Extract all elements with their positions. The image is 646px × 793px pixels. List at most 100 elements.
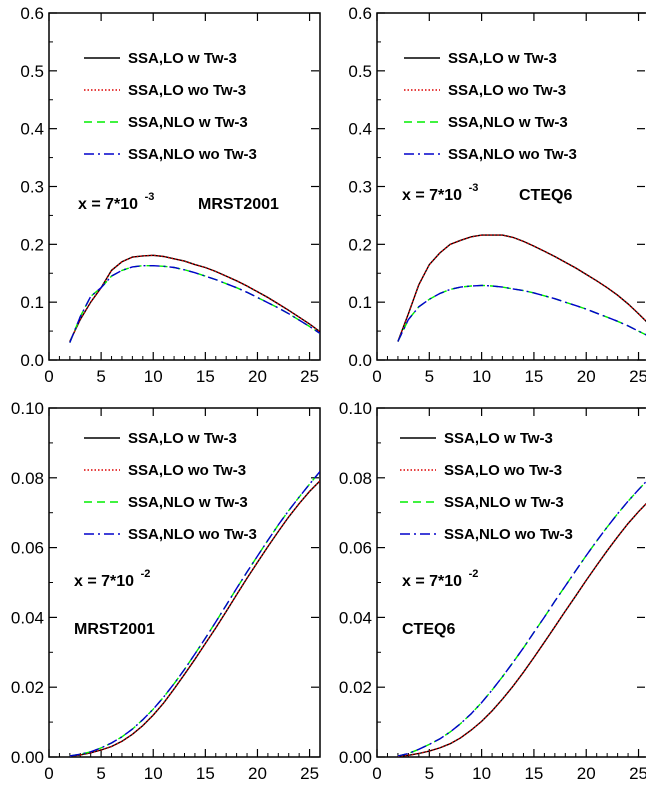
series-line-2: [397, 234, 646, 342]
x-tick-label: 10: [472, 764, 491, 783]
y-tick-label: 0.06: [11, 539, 44, 558]
pdf-set-label: MRST2001: [198, 196, 279, 213]
series-group: [397, 234, 646, 342]
series-line-1: [69, 480, 320, 757]
chart-panel-2: 0.0 0.1 0.2 0.3 0.4 0.5 0.6 0 5 10 15 20 25 SSA,LO w …: [348, 4, 646, 386]
legend-label: SSA,NLO wo Tw-3: [448, 146, 577, 163]
y-tick-label: 0.4: [20, 120, 44, 139]
series-line-1: [397, 234, 646, 342]
x-tick-label: 0: [372, 764, 381, 783]
legend-label: SSA,LO w Tw-3: [448, 50, 557, 67]
y-tick-label: 0.1: [20, 293, 44, 312]
y-tick-label: 0.10: [11, 399, 44, 418]
y-tick-label: 0.2: [20, 235, 44, 254]
legend-label: SSA,NLO w Tw-3: [128, 494, 248, 511]
x-tick-label: 5: [425, 764, 434, 783]
series-line-3: [69, 471, 320, 757]
series-line-4: [397, 480, 646, 757]
x-value-annotation: x = 7*10: [402, 187, 462, 204]
x-value-annotation: x = 7*10: [78, 196, 138, 213]
y-tick-label: 0.3: [348, 178, 372, 197]
x-tick-label: 15: [524, 367, 543, 386]
chart-panel-4: 0.00 0.02 0.04 0.06 0.08 0.10 0 5 10 15 20 25 SSA,LO…: [339, 399, 646, 783]
legend-label: SSA,LO w Tw-3: [128, 430, 237, 447]
legend-label: SSA,LO w Tw-3: [128, 50, 237, 67]
y-tick-label: 0.10: [339, 399, 372, 418]
y-tick-label: 0.6: [348, 4, 372, 23]
x-tick-label: 25: [300, 367, 319, 386]
series-line-3: [397, 480, 646, 757]
x-value-annotation: x = 7*10: [402, 573, 462, 590]
x-tick-label: 5: [425, 367, 434, 386]
chart-panel-1: 0.0 0.1 0.2 0.3 0.4 0.5 0.6 0 5 10 15 20 25 SSA,LO w …: [20, 4, 321, 386]
series-line-2: [69, 480, 320, 757]
series-line-2: [397, 502, 646, 757]
y-tick-label: 0.08: [11, 469, 44, 488]
legend-label: SSA,NLO w Tw-3: [448, 114, 568, 131]
legend-label: SSA,LO wo Tw-3: [128, 82, 246, 99]
y-tick-label: 0.4: [348, 120, 372, 139]
x-tick-label: 0: [44, 764, 53, 783]
x-tick-label: 15: [196, 367, 215, 386]
x-tick-label: 10: [472, 367, 491, 386]
series-line-4: [69, 471, 320, 757]
legend-label: SSA,NLO w Tw-3: [128, 114, 248, 131]
series-group: [397, 480, 646, 757]
x-tick-label: 25: [629, 764, 646, 783]
y-tick-label: 0.0: [20, 351, 44, 370]
y-tick-label: 0.00: [339, 748, 372, 767]
series-group: [69, 254, 320, 343]
x-tick-label: 20: [577, 367, 596, 386]
y-tick-label: 0.00: [11, 748, 44, 767]
y-tick-label: 0.08: [339, 469, 372, 488]
x-value-annotation: x = 7*10: [74, 573, 134, 590]
legend-label: SSA,LO wo Tw-3: [448, 82, 566, 99]
x-tick-label: 20: [248, 764, 267, 783]
y-tick-label: 0.5: [20, 62, 44, 81]
x-tick-label: 5: [96, 764, 105, 783]
legend-label: SSA,NLO wo Tw-3: [128, 146, 257, 163]
x-tick-label: 10: [144, 764, 163, 783]
y-tick-label: 0.04: [339, 608, 372, 627]
legend-label: SSA,LO wo Tw-3: [444, 462, 562, 479]
series-line-4: [397, 284, 646, 342]
series-line-3: [69, 265, 320, 343]
y-tick-label: 0.2: [348, 235, 372, 254]
x-tick-label: 0: [44, 367, 53, 386]
legend-label: SSA,LO wo Tw-3: [128, 462, 246, 479]
pdf-set-label: MRST2001: [74, 621, 155, 638]
x-tick-label: 15: [524, 764, 543, 783]
legend-label: SSA,NLO wo Tw-3: [444, 526, 573, 543]
legend-label: SSA,LO w Tw-3: [444, 430, 553, 447]
series-line-4: [69, 265, 320, 343]
pdf-set-label: CTEQ6: [519, 187, 572, 204]
series-group: [69, 471, 320, 757]
x-tick-label: 20: [248, 367, 267, 386]
y-tick-label: 0.6: [20, 4, 44, 23]
series-line-1: [69, 254, 320, 342]
legend-label: SSA,NLO wo Tw-3: [128, 526, 257, 543]
x-value-exponent: -3: [145, 191, 155, 203]
x-tick-label: 0: [372, 367, 381, 386]
y-tick-label: 0.5: [348, 62, 372, 81]
x-tick-label: 5: [96, 367, 105, 386]
y-tick-label: 0.04: [11, 608, 44, 627]
chart-panel-3: 0.00 0.02 0.04 0.06 0.08 0.10 0 5 10 15 20 25 SSA,LO…: [11, 399, 321, 783]
x-value-exponent: -2: [141, 568, 151, 580]
y-tick-label: 0.02: [339, 678, 372, 697]
series-line-3: [397, 284, 646, 342]
x-value-exponent: -3: [469, 182, 479, 194]
x-value-exponent: -2: [469, 568, 479, 580]
x-tick-label: 20: [577, 764, 596, 783]
x-tick-label: 25: [300, 764, 319, 783]
legend-label: SSA,NLO w Tw-3: [444, 494, 564, 511]
y-tick-label: 0.06: [339, 539, 372, 558]
pdf-set-label: CTEQ6: [402, 621, 455, 638]
x-tick-label: 25: [629, 367, 646, 386]
y-tick-label: 0.0: [348, 351, 372, 370]
y-tick-label: 0.3: [20, 178, 44, 197]
series-line-2: [69, 254, 320, 342]
x-tick-label: 10: [144, 367, 163, 386]
x-tick-label: 15: [196, 764, 215, 783]
